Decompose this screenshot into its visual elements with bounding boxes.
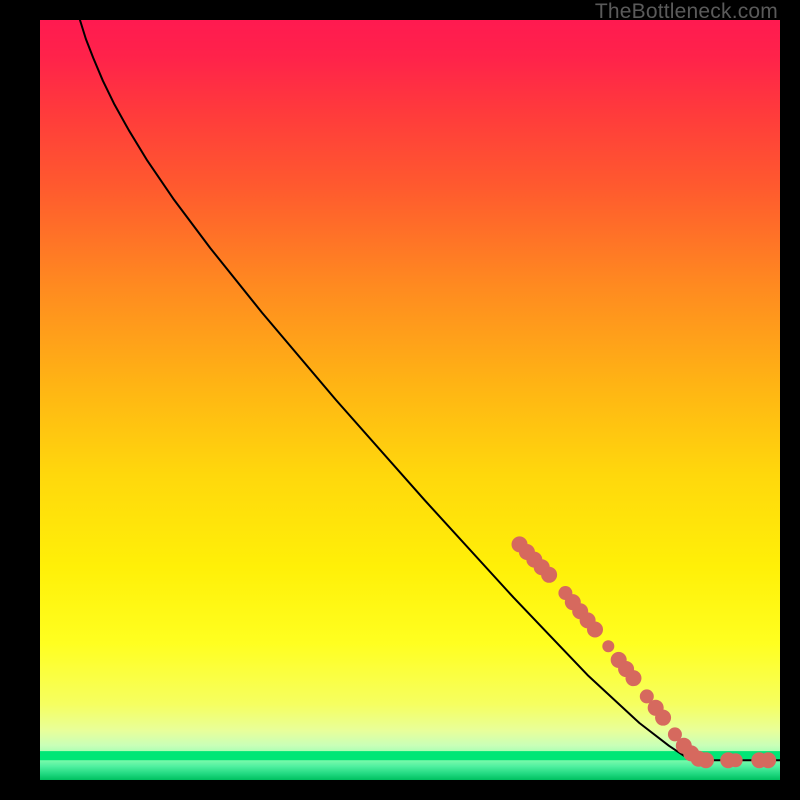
watermark-text: TheBottleneck.com — [595, 0, 778, 24]
data-marker — [541, 567, 557, 583]
data-marker — [655, 710, 671, 726]
data-markers — [512, 536, 777, 768]
data-marker — [625, 670, 641, 686]
data-marker — [698, 752, 714, 768]
data-marker — [587, 622, 603, 638]
plot-area — [40, 20, 780, 780]
data-marker — [729, 753, 743, 767]
data-marker — [760, 752, 776, 768]
chart-overlay — [40, 20, 780, 780]
bottleneck-curve — [80, 20, 780, 760]
chart-frame: TheBottleneck.com — [0, 0, 800, 800]
data-marker — [602, 640, 614, 652]
